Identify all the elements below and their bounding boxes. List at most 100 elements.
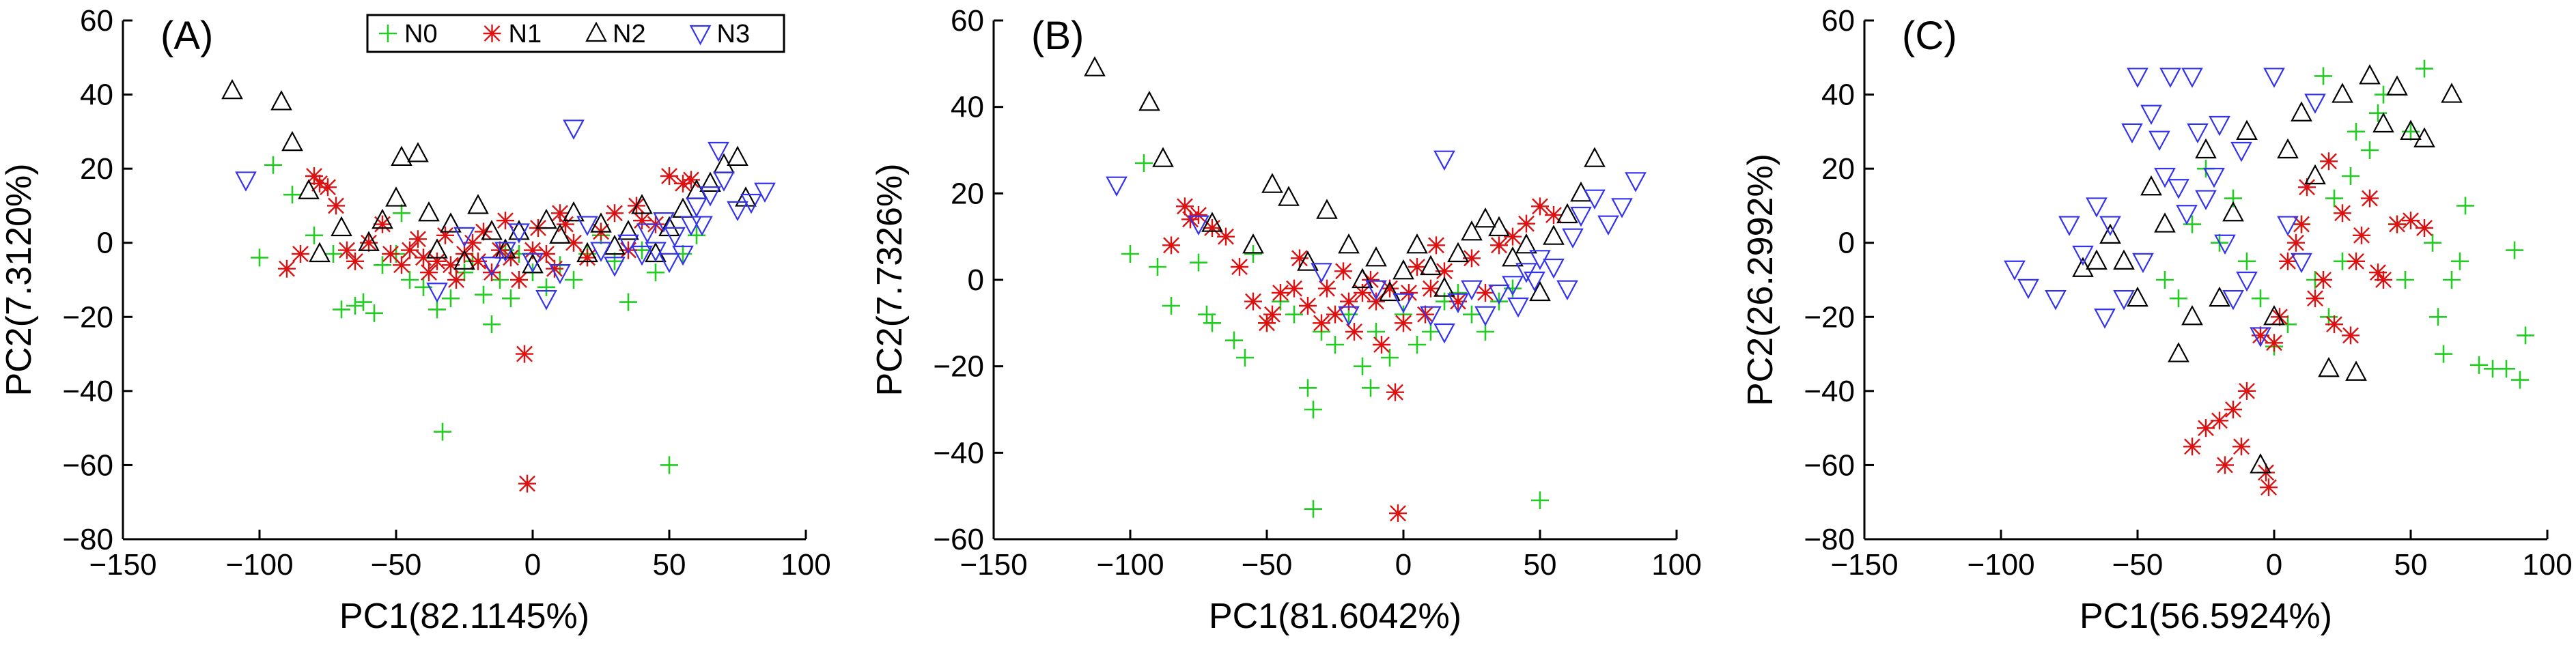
x-tick-label: 100 (2522, 548, 2572, 582)
data-point-n1 (2265, 334, 2283, 352)
x-tick-label: 50 (2394, 548, 2428, 582)
data-point-n3 (2148, 130, 2170, 152)
data-point-n1 (2402, 212, 2420, 230)
data-point-n1 (393, 256, 410, 274)
data-point-n2 (2222, 201, 2244, 222)
scatter-panel-b: −150 −100 −50 0 50 100 −60 −40 −20 0 20 40 60 PC1(81.… (870, 4, 1702, 636)
data-point-n2 (590, 212, 612, 233)
y-tick-label: 0 (968, 263, 984, 297)
legend-marker-n2 (585, 21, 607, 42)
y-axis-label: PC2(26.2992%) (1741, 154, 1780, 406)
data-point-n3 (1611, 198, 1633, 218)
data-point-n1 (1381, 279, 1399, 298)
data-point-n3 (590, 242, 612, 262)
data-point-n2 (563, 201, 585, 222)
data-point-n2 (1474, 207, 1496, 228)
data-point-n3 (2154, 167, 2176, 188)
data-point-n3 (1106, 176, 1128, 197)
data-point-n0 (2470, 356, 2488, 374)
x-tick-label: −150 (960, 548, 1027, 582)
data-point-n2 (1352, 268, 1373, 289)
data-point-n3 (713, 171, 735, 192)
data-point-n1 (2252, 326, 2269, 345)
data-point-n0 (1244, 245, 1262, 263)
data-point-n1 (1313, 314, 1330, 332)
data-point-n0 (2456, 197, 2474, 215)
data-point-n1 (1340, 292, 1358, 311)
data-point-n3 (2113, 290, 2135, 311)
data-point-n2 (2236, 119, 2258, 140)
data-point-n2 (1570, 182, 1592, 202)
data-point-n2 (391, 145, 412, 166)
data-point-n0 (393, 204, 410, 223)
data-point-n1 (2183, 438, 2201, 456)
data-point-n1 (1490, 236, 1508, 255)
panel-label: (C) (1902, 14, 1957, 58)
y-tick-label: −60 (1804, 448, 1855, 482)
data-point-n1 (1217, 227, 1235, 246)
y-tick-label: 60 (951, 4, 984, 38)
data-point-n1 (464, 233, 481, 252)
data-point-n1 (2353, 226, 2370, 244)
data-point-n0 (333, 300, 350, 319)
data-point-n1 (409, 230, 427, 248)
data-point-n1 (1504, 227, 1522, 246)
data-point-n2 (2154, 212, 2176, 233)
data-point-n0 (647, 263, 664, 282)
data-point-n0 (2517, 326, 2534, 345)
data-point-n1 (1517, 214, 1535, 233)
data-point-n0 (2224, 189, 2242, 207)
series-n3 (2004, 68, 2326, 347)
data-point-n1 (2314, 271, 2332, 289)
data-point-n0 (1236, 349, 1254, 367)
data-point-n1 (1531, 197, 1549, 216)
data-point-n0 (2429, 308, 2447, 326)
data-point-n2 (1447, 242, 1469, 263)
data-point-n2 (727, 145, 748, 166)
data-point-n2 (309, 242, 331, 263)
data-point-n0 (1490, 292, 1508, 311)
panel-label: (B) (1031, 14, 1084, 58)
y-tick-label: 20 (1821, 152, 1855, 186)
data-point-n3 (2203, 167, 2225, 188)
data-point-n1 (546, 259, 563, 278)
data-point-n1 (360, 233, 378, 252)
data-point-n1 (2260, 478, 2278, 496)
legend-marker-n3 (689, 25, 712, 46)
data-point-n0 (1304, 500, 1322, 518)
data-point-n1 (436, 226, 454, 244)
series-n3 (235, 119, 776, 311)
data-point-n3 (576, 216, 598, 236)
series-n0 (2156, 59, 2534, 389)
data-point-n1 (496, 212, 514, 230)
data-point-n1 (1422, 279, 1440, 298)
x-axis-label: PC1(56.5924%) (2080, 597, 2332, 636)
data-point-n2 (494, 238, 516, 259)
data-point-n0 (2369, 104, 2387, 122)
data-point-n2 (1152, 147, 1174, 167)
legend-marker-n1 (483, 25, 501, 42)
data-point-n3 (1433, 323, 1455, 344)
data-point-n0 (2443, 271, 2461, 289)
legend-label-n3: N3 (717, 20, 751, 48)
data-point-n2 (1529, 281, 1551, 302)
data-point-n2 (1242, 233, 1264, 254)
data-point-n0 (1135, 154, 1153, 172)
data-point-n3 (691, 216, 713, 236)
data-point-n0 (1190, 253, 1207, 272)
data-point-n0 (2416, 59, 2433, 78)
data-point-n3 (1365, 280, 1387, 300)
data-point-n0 (1299, 379, 1317, 397)
x-tick-label: −100 (1967, 548, 2034, 582)
data-point-n3 (2045, 290, 2067, 311)
data-point-n0 (2511, 371, 2529, 389)
data-point-n1 (1354, 284, 1371, 302)
data-point-n0 (491, 271, 509, 289)
data-point-n3 (1584, 189, 1606, 210)
data-point-n1 (1244, 292, 1262, 311)
data-point-n2 (1556, 203, 1578, 224)
data-point-n2 (1584, 147, 1606, 167)
data-point-n0 (1463, 305, 1481, 324)
legend-marker-n0 (379, 25, 397, 42)
data-point-n3 (1188, 215, 1209, 235)
